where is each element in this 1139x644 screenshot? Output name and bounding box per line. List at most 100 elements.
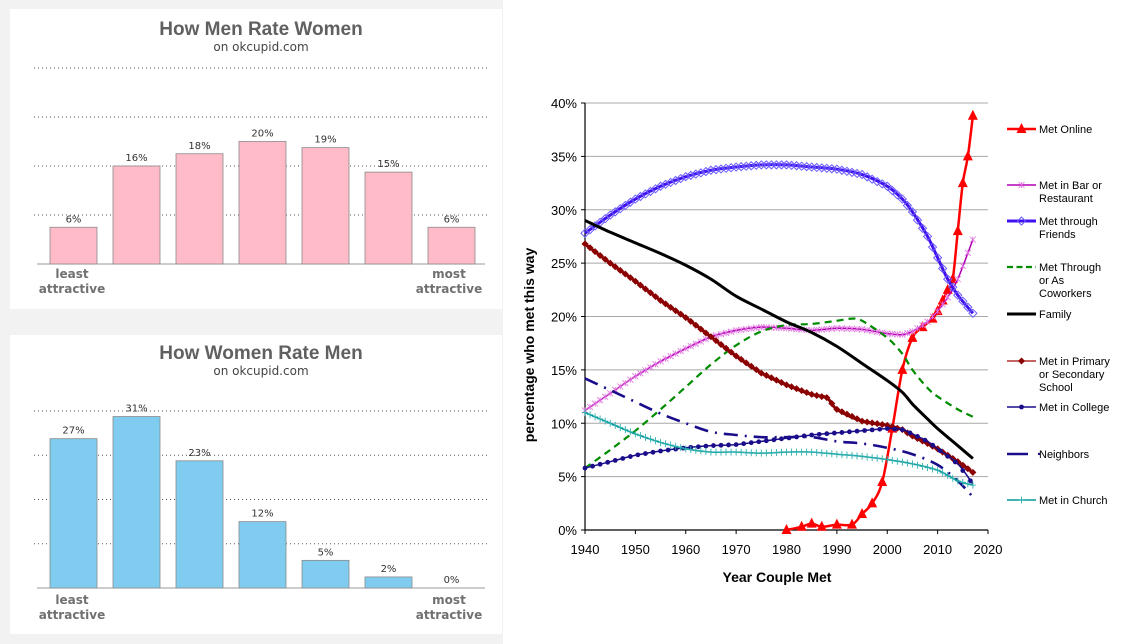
met-in-bar-or-restaurant-marker [914,324,921,332]
met-through-friends-marker [912,215,923,225]
met-in-bar-or-restaurant-marker [622,379,629,387]
met-in-college-marker [952,459,958,465]
met-in-church-marker [783,448,790,456]
met-in-primary-or-secondary-school-marker [848,412,856,420]
met-in-bar-or-restaurant-marker [596,396,604,404]
met-in-bar-or-restaurant-marker [667,352,674,360]
least-label-line2: attractive [39,282,106,296]
x-axis-title: Year Couple Met [723,569,832,585]
met-in-church-marker [622,426,629,434]
met-in-bar-or-restaurant-marker [934,307,941,315]
bar-value-label: 15% [377,159,399,170]
met-in-church-marker [939,469,946,477]
met-in-primary-or-secondary-school-marker [641,285,649,293]
met-in-bar-or-restaurant-marker [662,355,669,363]
met-in-church-marker [944,472,951,480]
met-in-primary-or-secondary-school-marker [828,400,836,408]
met-in-bar-or-restaurant-marker [929,313,936,320]
met-in-primary-or-secondary-school-marker [601,255,609,263]
met-in-college-marker [907,430,913,436]
met-in-church-marker [919,462,926,470]
met-through-friends-marker [736,161,746,172]
met-in-bar-or-restaurant-marker [904,329,911,337]
met-in-church-marker [788,448,795,456]
met-in-church-marker [803,448,810,456]
met-in-church-marker [637,432,644,440]
series-met-online [781,109,978,534]
met-online-marker [907,331,918,342]
met-online-marker [831,518,842,529]
met-through-friends-marker [731,162,741,172]
met-through-friends-marker [665,177,676,188]
bar-value-label: 31% [125,404,147,415]
met-in-church-marker [823,449,830,457]
met-in-primary-or-secondary-school-marker [777,378,785,386]
legend-label: Met Through [1039,262,1101,274]
met-in-primary-or-secondary-school-marker [818,393,826,401]
met-in-church-marker [748,449,755,457]
met-online-marker [962,150,973,161]
met-in-primary-or-secondary-school-marker [853,415,861,423]
x-tick-label: 1980 [772,542,801,557]
met-in-college-marker [816,431,822,437]
met-in-college-marker [711,443,716,448]
met-in-college-marker [922,437,928,443]
met-in-bar-or-restaurant-marker [637,370,644,377]
met-in-college-marker [612,457,618,463]
met-in-primary-or-secondary-school-marker [747,362,755,370]
bar-value-label: 16% [125,153,147,164]
met-through-friends-marker [968,308,978,319]
met-in-church-marker [904,459,911,467]
met-in-college-marker [854,428,860,434]
met-in-college-marker [831,430,837,436]
met-through-friends-marker [691,169,701,179]
met-in-church-marker [833,450,840,458]
met-in-bar-or-restaurant-marker [823,325,831,333]
met-online-marker [781,524,792,534]
met-in-college-marker [665,447,671,453]
met-in-bar-or-restaurant-marker [722,329,730,337]
men-rate-women-chart: How Men Rate Women on okcupid.com 6% 16% 1… [34,19,488,296]
met-in-church-marker [753,449,760,457]
met-online-marker [796,520,807,531]
met-in-bar-or-restaurant-marker [919,321,926,329]
met-in-bar-or-restaurant-marker [954,275,962,283]
met-in-college-marker [884,426,890,431]
met-in-primary-or-secondary-school-marker [732,352,740,360]
met-in-church-marker [667,441,674,449]
met-in-primary-or-secondary-school-marker [843,410,851,418]
met-through-friends-marker [958,296,968,306]
met-in-church-marker [848,451,855,459]
met-in-bar-or-restaurant-marker [727,328,735,335]
met-through-friends-marker [852,168,862,179]
met-in-church-marker [793,448,800,456]
met-in-church-marker [758,449,765,457]
met-in-church-marker [587,411,594,419]
met-in-primary-or-secondary-school-marker [772,376,780,384]
met-in-primary-or-secondary-school-marker [838,408,846,416]
met-through-friends-marker [847,167,857,178]
met-in-primary-or-secondary-school-marker [697,325,705,333]
met-through-friends-marker [857,169,867,180]
family-line [584,219,974,460]
met-in-bar-or-restaurant-marker [939,300,946,308]
met-in-primary-or-secondary-school-marker [717,340,725,348]
y-tick-label: 30% [551,203,577,218]
most-label-line1: most [432,593,466,607]
met-through-friends-marker [953,290,963,300]
met-through-friends-marker [963,302,973,312]
bar [301,147,350,265]
met-online-marker [806,517,817,528]
met-in-primary-or-secondary-school-marker [652,293,660,301]
met-in-bar-or-restaurant-marker [909,328,916,335]
met-in-primary-or-secondary-school-marker [868,419,876,427]
met-through-friends-marker [726,162,736,173]
met-in-church-marker [687,446,694,454]
met-in-college-marker [658,448,663,454]
legend-label: Met through [1039,216,1098,228]
met-in-primary-or-secondary-school-marker [878,421,886,429]
met-in-bar-or-restaurant-marker [833,324,841,332]
met-in-bar-or-restaurant-marker [586,403,594,411]
chart-title: How Women Rate Men [159,343,362,364]
